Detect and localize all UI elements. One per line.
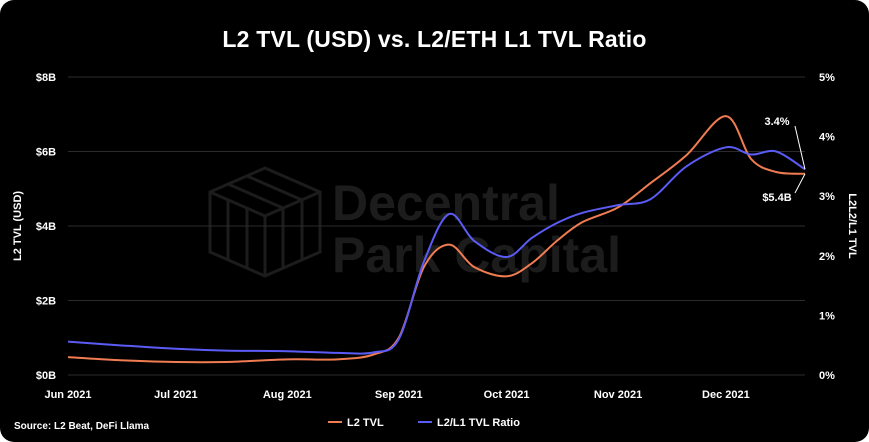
y-left-tick-label: $4B	[36, 221, 56, 233]
x-tick-label: Nov 2021	[594, 389, 642, 401]
y-right-tick-label: 1%	[819, 310, 835, 322]
annotation-leader	[794, 125, 806, 170]
legend-label: L2/L1 TVL Ratio	[437, 417, 520, 429]
y-right-axis-label: L2L2/L1 TVL	[846, 193, 858, 259]
watermark-text: Decentral	[332, 175, 560, 231]
legend-label: L2 TVL	[347, 417, 384, 429]
y-left-tick-label: $0B	[36, 370, 56, 382]
y-left-tick-label: $2B	[36, 296, 56, 308]
y-right-tick-label: 0%	[819, 370, 835, 382]
x-tick-label: Jun 2021	[44, 389, 91, 401]
watermark-text: Park Capital	[332, 227, 621, 283]
x-tick-label: Aug 2021	[263, 389, 312, 401]
y-right-tick-label: 3%	[819, 191, 835, 203]
annotation-ratio: 3.4%	[764, 116, 789, 128]
y-left-axis-label: L2 TVL (USD)	[12, 191, 24, 261]
x-tick-label: Dec 2021	[702, 389, 750, 401]
annotation-leader	[794, 173, 806, 194]
watermark-logo	[208, 166, 322, 278]
series-line-l2-l1-ratio	[67, 146, 806, 355]
y-right-tick-label: 4%	[819, 132, 835, 144]
x-tick-label: Sep 2021	[375, 389, 423, 401]
y-right-tick-label: 5%	[819, 72, 835, 84]
x-tick-label: Oct 2021	[484, 389, 530, 401]
y-left-tick-label: $6B	[36, 147, 56, 159]
source-note: Source: L2 Beat, DeFi Llama	[14, 421, 150, 432]
annotation-tvl: $5.4B	[762, 192, 791, 204]
series-line-l2-tvl	[67, 115, 806, 364]
y-left-tick-label: $8B	[36, 72, 56, 84]
x-tick-label: Jul 2021	[154, 389, 197, 401]
chart-title: L2 TVL (USD) vs. L2/ETH L1 TVL Ratio	[222, 26, 647, 52]
y-right-tick-label: 2%	[819, 251, 835, 263]
